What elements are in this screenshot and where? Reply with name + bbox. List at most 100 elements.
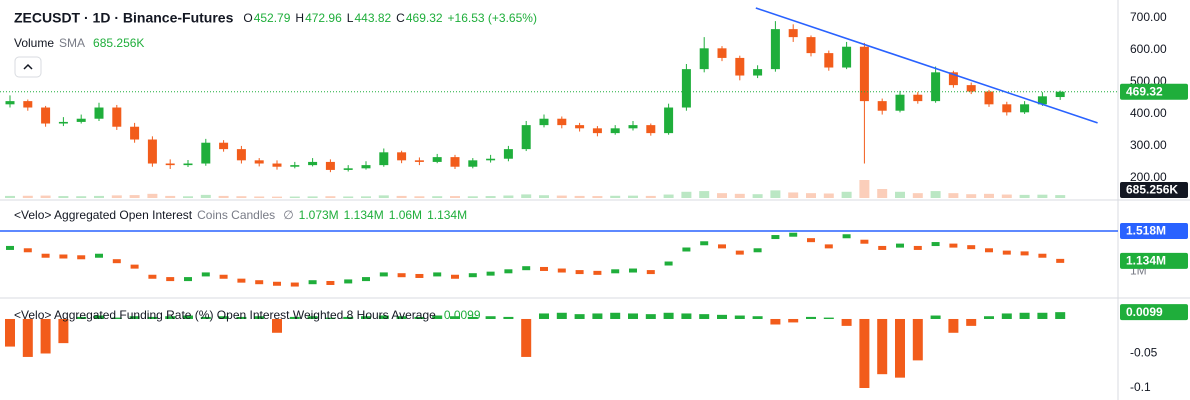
pane-symbol: ∅ [283, 208, 293, 222]
funding-bar [183, 315, 193, 319]
volume-bar [450, 196, 460, 198]
volume-bar [823, 193, 834, 198]
oi-mark [273, 281, 281, 286]
volume-bar [1019, 194, 1030, 198]
funding-bar [681, 313, 692, 319]
volume-bar [165, 195, 176, 198]
collapse-button[interactable] [14, 56, 42, 78]
volume-bar [129, 195, 140, 198]
oi-mark [255, 280, 264, 285]
button-frame[interactable] [14, 56, 42, 78]
ohlc-key: C [396, 11, 405, 25]
oi-mark [611, 269, 620, 274]
funding-bar [984, 316, 994, 319]
funding-bar [307, 316, 318, 319]
candle-body [58, 121, 68, 124]
oi-mark [112, 259, 121, 264]
oi-header-value: 1.134M [344, 208, 384, 222]
candle-body [913, 94, 923, 102]
candle-body [76, 118, 86, 122]
funding-bar [40, 318, 51, 354]
oi-mark [362, 277, 370, 282]
oi-mark [753, 248, 762, 253]
ohlc-value: 452.79 [254, 11, 291, 25]
volume-bar [111, 195, 122, 198]
funding-last-label: 0.0099 [1126, 305, 1163, 319]
volume-bar [218, 195, 229, 198]
volume-bar [200, 194, 211, 198]
ohlc-value: 443.82 [354, 11, 391, 25]
oi-mark [1020, 251, 1029, 256]
funding-bar [1001, 313, 1012, 319]
oi-mark [379, 272, 388, 277]
candle-body [770, 29, 780, 70]
candle-body [23, 101, 33, 108]
candle-body [219, 142, 229, 150]
funding-bar [22, 318, 33, 357]
funding-bar [396, 316, 407, 319]
volume-bar [984, 193, 994, 198]
funding-bar [859, 318, 870, 388]
funding-bar [272, 318, 282, 333]
funding-bar [823, 317, 834, 319]
volume-bar [663, 194, 674, 198]
candle-body [503, 149, 513, 159]
funding-bar [592, 313, 603, 319]
oi-mark [718, 244, 726, 249]
candle-body [806, 37, 816, 54]
oi-mark [575, 270, 584, 275]
volume-bar [76, 196, 87, 198]
symbol-title: ZECUSDT · 1D · Binance-Futures [14, 10, 234, 26]
candle-body [165, 163, 175, 166]
oi-mark [184, 277, 192, 282]
ohlc-key: L [347, 11, 354, 25]
candle-body [753, 69, 763, 76]
candle-body [468, 160, 478, 167]
volume-bar [5, 195, 15, 198]
candle-body [735, 57, 745, 76]
candle-body [628, 125, 638, 129]
price-tick-label: 600.00 [1130, 42, 1167, 56]
oi-mark [913, 245, 922, 250]
oi-mark [451, 274, 459, 279]
oi-mark [1056, 258, 1065, 263]
funding-bar [236, 316, 247, 319]
candle-body [112, 107, 122, 127]
candle-body [966, 85, 976, 92]
oi-mark [95, 253, 103, 258]
funding-bar [94, 315, 104, 319]
volume-bar [183, 196, 193, 198]
oi-mark [148, 274, 157, 279]
ohlc-value: 469.32 [406, 11, 443, 25]
volume-bar [717, 193, 727, 198]
funding-bar [770, 318, 781, 325]
volume-bar [432, 196, 443, 198]
oi-mark [433, 272, 442, 277]
oi-last-label-box [1120, 252, 1188, 269]
volume-bar [94, 195, 104, 198]
funding-bar [539, 313, 549, 319]
candle-body [895, 94, 905, 111]
funding-bar [289, 316, 300, 319]
funding-bar [254, 316, 265, 319]
candle-body [130, 126, 140, 140]
funding-bar [699, 314, 710, 319]
ohlc-key: O [243, 11, 252, 25]
candle-body [1002, 104, 1012, 113]
funding-bar [111, 317, 122, 319]
funding-bar [378, 315, 389, 319]
last-price-label: 469.32 [1126, 84, 1163, 98]
funding-bar [717, 314, 727, 319]
oi-mark [415, 273, 424, 278]
volume-bar [574, 195, 585, 198]
volume-indicator: SMA [59, 36, 85, 50]
volume-bar [752, 194, 763, 198]
volume-bar [467, 196, 478, 198]
candle-body [94, 107, 104, 119]
volume-bar [236, 196, 247, 198]
candle-body [842, 46, 852, 68]
oi-mark [130, 264, 139, 269]
funding-bar [663, 312, 674, 319]
funding-bar [129, 316, 140, 319]
